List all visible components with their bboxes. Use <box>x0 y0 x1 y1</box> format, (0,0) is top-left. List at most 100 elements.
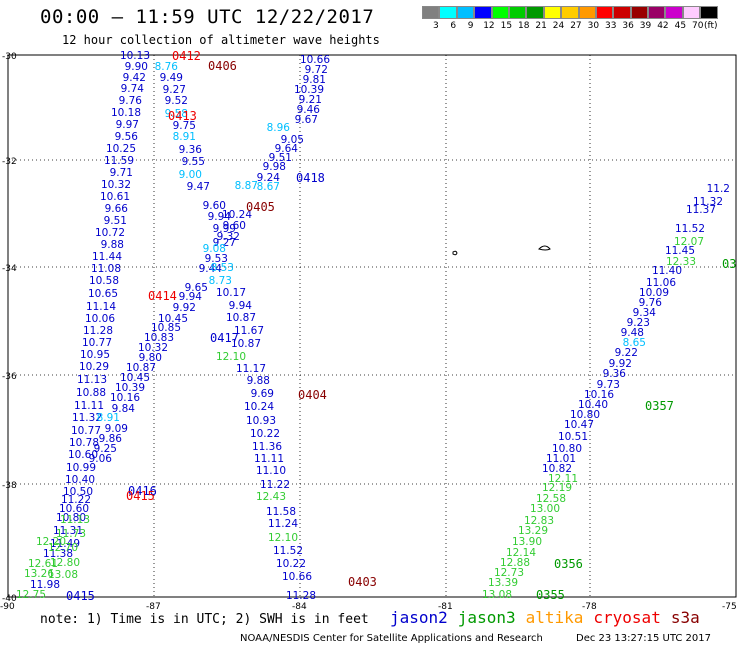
wave-height-value: 13.39 <box>488 577 518 589</box>
color-scale-swatch <box>613 6 631 19</box>
wave-height-value: 11.24 <box>268 518 298 530</box>
wave-height-value: 10.45 <box>158 313 188 325</box>
wave-height-value: 10.29 <box>79 361 109 373</box>
satellite-name-jason2: jason2 <box>390 608 448 627</box>
wave-height-value: 9.88 <box>247 375 270 387</box>
wave-height-value: 9.05 <box>281 134 304 146</box>
color-scale-label: 36 <box>622 21 634 31</box>
wave-height-value: 10.95 <box>80 349 110 361</box>
color-scale-swatch <box>543 6 562 19</box>
wave-height-value: 9.92 <box>609 358 632 370</box>
wave-height-value: 10.47 <box>564 419 594 431</box>
wave-height-value: 11.14 <box>86 301 116 313</box>
wave-height-value: 12.20 <box>36 536 66 548</box>
wave-height-value: 12.73 <box>494 567 524 579</box>
wave-height-value: 10.22 <box>250 428 280 440</box>
wave-height-value: 11.45 <box>665 245 695 257</box>
pass-time-label: 0355 <box>536 588 565 602</box>
color-scale-label: 15 <box>500 21 513 31</box>
wave-height-value: 9.46 <box>297 104 321 116</box>
wave-height-value: 12.33 <box>666 256 696 268</box>
wave-height-value: 11.31 <box>53 525 83 537</box>
wave-height-value: 12.80 <box>50 557 80 569</box>
pass-time-label: 0417 <box>210 331 239 345</box>
color-scale-label: 27 <box>570 21 582 31</box>
wave-height-value: 12.83 <box>524 515 554 527</box>
wave-height-value: 9.27 <box>213 237 236 249</box>
wave-height-value: 9.34 <box>633 307 657 319</box>
wave-height-value: 9.51 <box>269 152 292 164</box>
color-scale-swatch <box>630 6 649 19</box>
wave-height-value: 11.52 <box>273 545 303 557</box>
satellite-name-s3a: s3a <box>670 608 700 627</box>
wave-height-value: 10.18 <box>111 107 141 119</box>
wave-height-value: 11.17 <box>236 363 266 375</box>
lat-label: -32 <box>2 157 17 167</box>
color-scale-swatch <box>700 6 718 19</box>
color-scale-swatch <box>648 6 666 19</box>
wave-height-value: 8.91 <box>173 131 196 143</box>
wave-height-value: 12.14 <box>506 547 536 559</box>
wave-height-value: 12.61 <box>28 558 58 570</box>
lat-label: -40 <box>2 594 17 604</box>
wave-height-value: 11.32 <box>72 412 102 424</box>
lat-label: -36 <box>2 372 17 382</box>
wave-height-value: 10.77 <box>82 337 112 349</box>
wave-height-value: 9.80 <box>139 352 162 364</box>
wave-height-value: 9.76 <box>639 297 663 309</box>
wave-height-value: 9.27 <box>163 84 186 96</box>
color-scale <box>422 6 718 19</box>
wave-height-value: 10.85 <box>151 322 181 334</box>
wave-height-value: 9.51 <box>104 215 127 227</box>
color-scale-swatch <box>474 6 492 19</box>
color-scale-swatch <box>491 6 509 19</box>
color-scale-swatch <box>578 6 596 19</box>
wave-height-value: 9.92 <box>173 302 196 314</box>
wave-height-value: 8.76 <box>155 61 179 73</box>
wave-height-value: 9.08 <box>203 243 226 255</box>
pass-time-label: 0413 <box>168 109 197 123</box>
color-scale-swatch <box>508 6 527 19</box>
lon-label: -90 <box>0 602 15 612</box>
wave-height-value: 10.32 <box>101 179 131 191</box>
wave-height-value: 12.75 <box>16 589 46 601</box>
satellite-legend: jason2 jason3 altika cryosat s3a <box>390 608 710 627</box>
wave-height-value: 10.06 <box>85 313 115 325</box>
pass-time-label: 0406 <box>208 59 237 73</box>
wave-height-value: 8.96 <box>267 122 291 134</box>
wave-height-value: 9.64 <box>275 143 299 155</box>
wave-height-value: 9.72 <box>305 64 328 76</box>
wave-height-value: 10.51 <box>558 431 588 443</box>
wave-height-value: 11.32 <box>693 196 723 208</box>
wave-height-value: 10.17 <box>216 287 246 299</box>
wave-height-value: 10.13 <box>120 50 150 62</box>
wave-height-value: 9.48 <box>621 327 644 339</box>
wave-height-value: 11.10 <box>256 465 286 477</box>
pass-time-label: 0356 <box>554 557 583 571</box>
wave-height-value: 13.08 <box>482 589 512 601</box>
wave-height-value: 11.22 <box>260 479 290 491</box>
color-scale-unit: (ft) <box>704 21 718 31</box>
wave-height-value: 13.26 <box>24 568 54 580</box>
pass-time-label: 0415 <box>126 489 155 503</box>
wave-height-value: 13.00 <box>530 503 560 515</box>
wave-height-value: 9.23 <box>627 317 650 329</box>
wave-height-value: 12.19 <box>542 482 572 494</box>
wave-height-value: 13.29 <box>518 525 548 537</box>
wave-height-value: 11.13 <box>77 374 107 386</box>
wave-height-value: 10.24 <box>222 209 252 221</box>
lon-label: -75 <box>722 602 737 612</box>
wave-height-value: 12.88 <box>500 557 530 569</box>
wave-height-value: 10.77 <box>71 425 101 437</box>
credit-text: NOAA/NESDIS Center for Satellite Applica… <box>240 633 543 644</box>
wave-height-value: 10.39 <box>294 84 324 96</box>
pass-time-label: 0415 <box>66 589 95 603</box>
wave-height-value: 10.87 <box>231 338 261 350</box>
wave-height-value: 9.69 <box>251 388 274 400</box>
pass-time-label: 0416 <box>128 484 157 498</box>
wave-height-value: 11.49 <box>50 538 80 550</box>
color-scale-label: 21 <box>535 21 547 31</box>
wave-height-value: 9.09 <box>105 423 128 435</box>
wave-height-value: 11.08 <box>91 263 121 275</box>
